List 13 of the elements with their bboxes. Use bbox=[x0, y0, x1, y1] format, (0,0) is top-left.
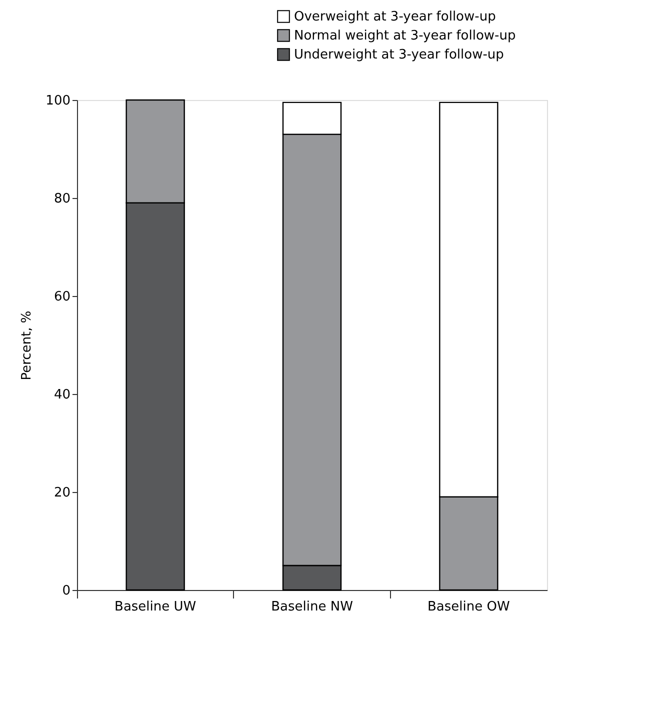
x-tick-label: Baseline NW bbox=[271, 600, 354, 614]
y-tick-label: 60 bbox=[54, 290, 70, 304]
y-tick-label: 100 bbox=[46, 94, 70, 108]
y-tick-label: 40 bbox=[54, 388, 70, 402]
x-tick-label: Baseline UW bbox=[114, 600, 196, 614]
x-tick-label: Baseline OW bbox=[427, 600, 510, 614]
legend-label: Overweight at 3-year follow-up bbox=[294, 10, 496, 24]
y-axis-title: Percent, % bbox=[20, 310, 35, 380]
legend-label: Normal weight at 3-year follow-up bbox=[294, 28, 516, 44]
y-tick-label: 80 bbox=[54, 192, 70, 206]
y-tick-label: 0 bbox=[62, 584, 70, 598]
legend-label: Underweight at 3-year follow-up bbox=[294, 48, 504, 62]
y-tick-label: 20 bbox=[54, 486, 70, 500]
